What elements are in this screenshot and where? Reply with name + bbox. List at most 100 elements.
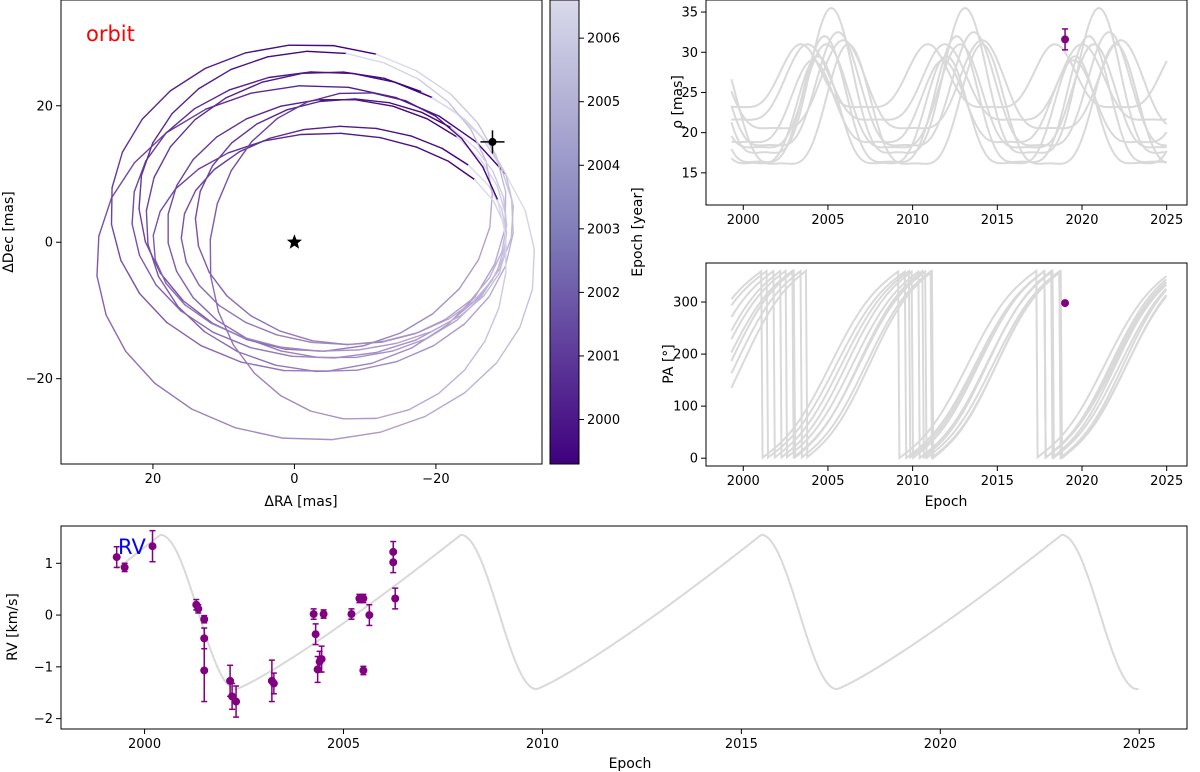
- orbit-segment: [193, 89, 230, 110]
- orbit-segment: [208, 271, 228, 297]
- orbit-segment: [355, 99, 394, 107]
- orbit-segment: [227, 140, 264, 154]
- orbit-segment: [375, 53, 417, 72]
- pa-model-curve: [730, 268, 1167, 460]
- orbit-segment: [495, 155, 507, 193]
- colorbar-tick-label: 2001: [587, 349, 620, 364]
- orbit-segment: [311, 340, 348, 346]
- orbit-segment: [171, 88, 200, 115]
- orbit-segment: [191, 408, 237, 429]
- rv-y-label: RV [km/s]: [5, 593, 21, 661]
- orbit-segment: [379, 136, 417, 148]
- orbit-y-ticks: 20 0 −20: [26, 99, 61, 387]
- rv-point: [120, 562, 129, 573]
- orbit-segment: [519, 288, 534, 329]
- orbit-segment: [152, 234, 156, 261]
- orbit-segment: [483, 272, 501, 297]
- rv-point: [391, 587, 400, 610]
- orbit-segment: [434, 115, 463, 140]
- orbit-segment: [138, 208, 147, 243]
- orbit-x-label: ΔRA [mas]: [264, 494, 337, 510]
- rv-point: [200, 614, 209, 624]
- orbit-segment: [234, 427, 284, 439]
- rv-x-label: Epoch: [609, 756, 652, 772]
- orbit-segment: [267, 50, 308, 58]
- orbit-segment: [379, 415, 426, 433]
- orbit-segment: [430, 314, 462, 333]
- y-tick-label: 1: [45, 557, 53, 572]
- x-tick-label: 2025: [1150, 474, 1183, 489]
- orbit-segment: [276, 334, 313, 344]
- orbit-track: [180, 125, 508, 346]
- separation-model-curves: [730, 6, 1168, 165]
- pa-x-ticks: 2000 2005 2010 2015 2020 2025: [727, 466, 1183, 489]
- orbit-segment: [165, 107, 196, 134]
- rv-point: [347, 608, 356, 620]
- orbit-segment: [157, 275, 179, 308]
- orbit-segment: [286, 100, 321, 111]
- orbit-segment: [346, 341, 383, 346]
- orbit-segment: [165, 108, 207, 134]
- y-tick-label: 30: [681, 46, 698, 61]
- x-tick-label: 2015: [981, 474, 1014, 489]
- rv-x-ticks: 2000 2005 2010 2015 2020 2025: [128, 729, 1156, 752]
- orbit-segment: [354, 98, 391, 104]
- orbit-segment: [230, 56, 269, 71]
- orbit-segment: [473, 178, 495, 202]
- orbit-segment: [467, 164, 490, 187]
- orbit-segment: [298, 85, 350, 88]
- orbit-segment: [180, 310, 214, 334]
- rv-point: [309, 608, 318, 620]
- orbit-segment: [141, 90, 171, 120]
- x-tick-label: 2005: [811, 474, 844, 489]
- orbit-segment: [383, 62, 420, 81]
- separation-model-curve: [730, 31, 1167, 147]
- orbit-segment: [218, 304, 247, 324]
- orbit-segment: [177, 305, 206, 333]
- colorbar-gradient: [549, 0, 580, 465]
- x-tick-label: 2005: [327, 737, 360, 752]
- orbit-segment: [175, 158, 194, 187]
- colorbar-label: Epoch [year]: [630, 187, 646, 276]
- orbit-segment: [217, 311, 235, 346]
- orbit-segment: [175, 270, 194, 299]
- orbit-segment: [140, 142, 154, 176]
- orbit-segment: [174, 168, 200, 190]
- orbit-segment: [245, 105, 282, 120]
- orbit-segment: [200, 344, 242, 363]
- orbit-segment: [138, 174, 143, 210]
- orbit-segment: [510, 205, 515, 239]
- x-tick-label: 2000: [727, 474, 760, 489]
- orbit-segment: [197, 152, 230, 170]
- orbit-segment: [194, 97, 227, 121]
- y-tick-label: 200: [673, 348, 698, 363]
- x-tick-label: 2015: [981, 213, 1014, 228]
- pa-data-points: [1061, 299, 1070, 308]
- rv-point: [148, 529, 157, 563]
- orbit-segment: [356, 360, 398, 371]
- orbit-segment: [488, 251, 503, 279]
- orbit-segment: [133, 160, 147, 193]
- orbit-segment: [279, 330, 314, 342]
- separation-model-curve: [730, 43, 1168, 165]
- orbit-segment: [375, 127, 412, 137]
- colorbar-tick-label: 2004: [587, 159, 620, 174]
- orbit-segment: [110, 223, 122, 261]
- orbit-segment: [426, 118, 458, 138]
- orbit-segment: [376, 339, 417, 354]
- orbit-segment: [204, 52, 247, 70]
- orbit-segment: [98, 197, 113, 237]
- orbit-segment: [213, 151, 241, 171]
- rv-model-line: [116, 533, 1139, 691]
- orbit-segment: [318, 349, 360, 352]
- orbit-track: [209, 92, 507, 420]
- orbit-y-label: ΔDec [mas]: [1, 191, 17, 273]
- orbit-segment: [438, 115, 478, 143]
- separation-x-ticks: 2000 2005 2010 2015 2020 2025: [727, 205, 1183, 228]
- orbit-segment: [125, 350, 156, 385]
- orbit-segment: [319, 98, 356, 103]
- orbit-segment: [154, 259, 167, 285]
- orbit-segment: [432, 323, 466, 347]
- orbit-segment: [153, 146, 172, 179]
